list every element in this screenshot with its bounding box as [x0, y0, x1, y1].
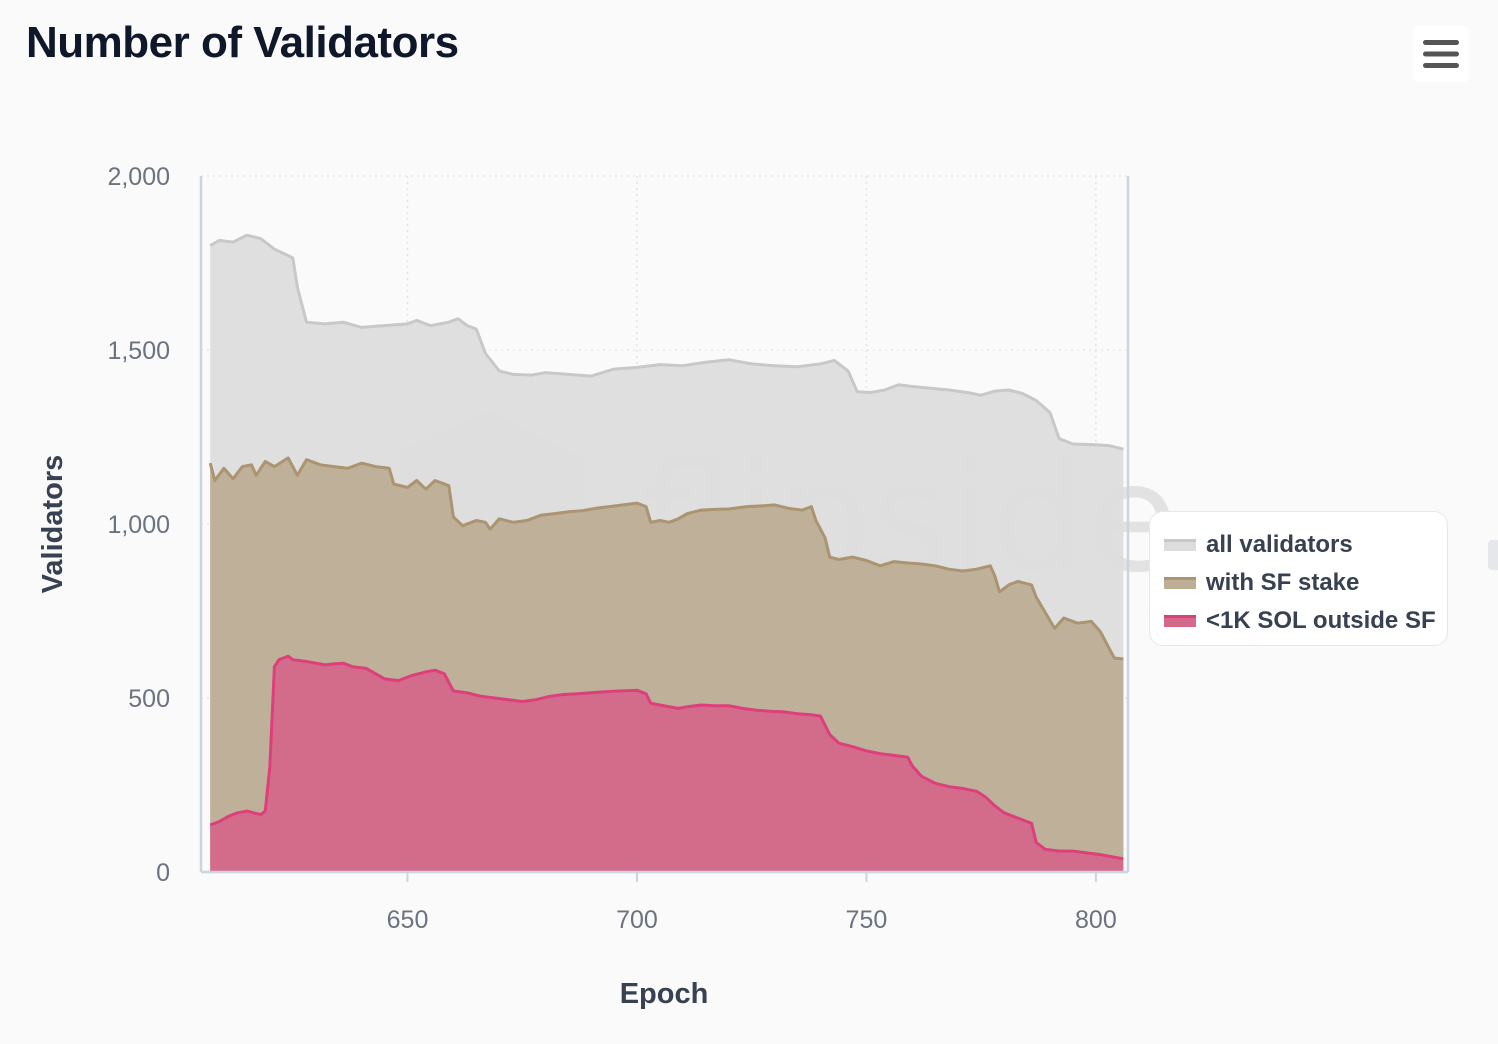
chart-menu-button[interactable]	[1413, 26, 1469, 82]
y-tick-label: 0	[156, 859, 170, 887]
legend-label: with SF stake	[1206, 569, 1360, 596]
tick-labels: 0 500 1,000 1,500 2,000 650 700 750 800	[107, 163, 1116, 934]
series-areas	[208, 233, 1124, 872]
y-tick-label: 2,000	[107, 163, 170, 191]
x-tick-label: 700	[616, 906, 658, 934]
x-tick-label: 750	[846, 906, 888, 934]
legend-item-all-validators[interactable]: all validators	[1164, 526, 1447, 564]
area-low-sol-outside-sf	[210, 656, 1124, 872]
x-tick-label: 800	[1075, 906, 1117, 934]
legend-item-low-sol-outside-sf[interactable]: <1K SOL outside SF	[1164, 602, 1447, 640]
axes	[199, 176, 1130, 882]
side-panel-handle[interactable]	[1488, 540, 1498, 570]
y-tick-label: 500	[128, 685, 170, 713]
legend-swatch-with-sf-stake	[1164, 577, 1196, 589]
x-axis-label: Epoch	[620, 978, 709, 1010]
chart-legend: all validators with SF stake <1K SOL out…	[1149, 511, 1448, 646]
y-tick-label: 1,500	[107, 337, 170, 365]
y-axis-label: Validators	[37, 455, 69, 594]
legend-item-with-sf-stake[interactable]: with SF stake	[1164, 564, 1447, 602]
legend-swatch-low-sol-outside-sf	[1164, 615, 1196, 627]
line-with-sf-stake	[208, 456, 1124, 661]
page-title: Number of Validators	[26, 18, 459, 67]
legend-label: <1K SOL outside SF	[1206, 607, 1436, 634]
x-tick-label: 650	[387, 906, 429, 934]
y-tick-label: 1,000	[107, 511, 170, 539]
legend-swatch-all-validators	[1164, 539, 1196, 551]
line-low-sol-outside-sf	[209, 654, 1124, 861]
line-all-validators	[209, 233, 1124, 451]
hamburger-menu-icon	[1423, 40, 1459, 68]
legend-label: all validators	[1206, 531, 1353, 558]
